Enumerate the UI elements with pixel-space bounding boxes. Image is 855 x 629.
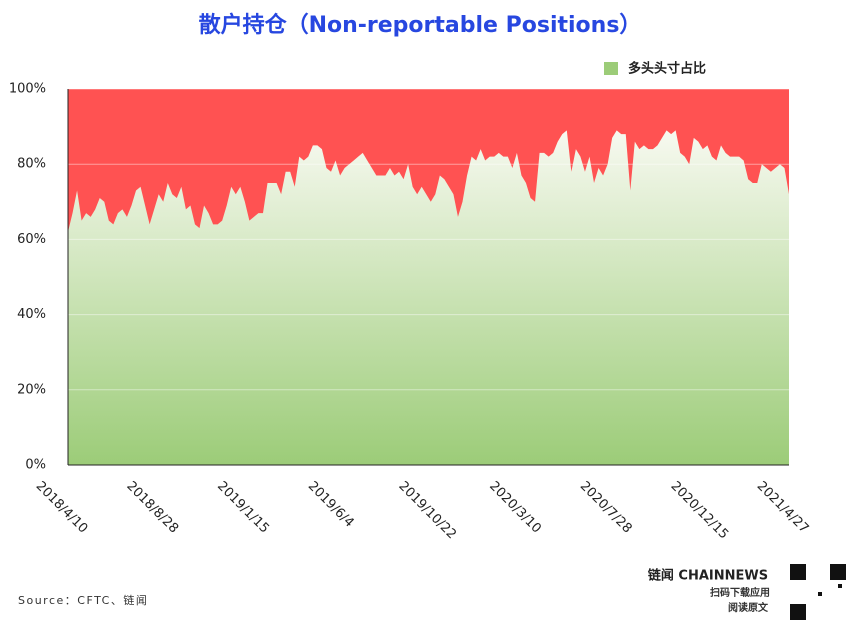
qr-cell: [794, 568, 798, 572]
qr-cell: [842, 564, 846, 568]
qr-cell: [794, 572, 798, 576]
qr-cell: [838, 584, 842, 588]
brand: 链闻 CHAINNEWS: [647, 568, 768, 584]
qr-cell: [790, 616, 794, 620]
legend-swatch: [604, 62, 618, 75]
qr-cell: [798, 608, 802, 612]
qr-cell: [818, 592, 822, 596]
qr-cell: [802, 616, 806, 620]
qr-cell: [834, 568, 838, 572]
x-tick-label: 2020/7/28: [577, 479, 635, 537]
qr-cell: [830, 572, 834, 576]
y-tick-label: 100%: [9, 82, 46, 97]
area: [68, 130, 789, 466]
qr-cell: [790, 608, 794, 612]
qr-cell: [838, 568, 842, 572]
x-tick-label: 2019/6/4: [305, 479, 357, 531]
qr-cell: [790, 564, 794, 568]
qr-cell: [794, 616, 798, 620]
qr-cell: [802, 564, 806, 568]
qr-cell: [802, 608, 806, 612]
qr-cell: [802, 572, 806, 576]
qr-cell: [798, 564, 802, 568]
x-tick-label: 2021/4/27: [754, 479, 812, 537]
brand-line: 阅读原文: [728, 601, 769, 614]
qr-cell: [798, 568, 802, 572]
qr-cell: [798, 612, 802, 616]
qr-cell: [802, 612, 806, 616]
qr-cell: [834, 564, 838, 568]
qr-cell: [802, 568, 806, 572]
qr-cell: [790, 576, 794, 580]
qr-cell: [798, 604, 802, 608]
qr-cell: [830, 576, 834, 580]
qr-cell: [838, 576, 842, 580]
y-tick-label: 80%: [17, 157, 46, 172]
qr-cell: [790, 572, 794, 576]
qr-cell: [838, 564, 842, 568]
qr-cell: [790, 568, 794, 572]
qr-cell: [842, 572, 846, 576]
y-tick-label: 20%: [17, 382, 46, 397]
qr-cell: [794, 604, 798, 608]
qr-cell: [834, 576, 838, 580]
qr-cell: [790, 612, 794, 616]
qr-cell: [794, 608, 798, 612]
qr-cell: [802, 576, 806, 580]
qr-cell: [842, 576, 846, 580]
qr-cell: [794, 576, 798, 580]
qr-cell: [794, 564, 798, 568]
qr-cell: [790, 604, 794, 608]
x-tick-label: 2020/3/10: [486, 479, 544, 537]
x-tick-label: 2018/4/10: [33, 479, 91, 537]
qr-cell: [830, 564, 834, 568]
y-tick-label: 0%: [25, 458, 46, 473]
source: Source：CFTC、链闻: [18, 593, 148, 607]
y-tick-label: 40%: [17, 307, 46, 322]
qr-cell: [842, 568, 846, 572]
qr-cell: [798, 572, 802, 576]
chart-title: 散户持仓（Non-reportable Positions）: [199, 12, 642, 38]
x-tick-label: 2019/1/15: [214, 479, 272, 537]
qr-code: [790, 564, 846, 620]
qr-cell: [834, 572, 838, 576]
qr-cell: [802, 604, 806, 608]
brand-line: 扫码下载应用: [710, 586, 770, 599]
qr-cell: [798, 616, 802, 620]
x-tick-label: 2018/8/28: [123, 479, 181, 537]
legend-label: 多头头寸占比: [628, 61, 706, 77]
x-tick-label: 2019/10/22: [395, 479, 459, 543]
qr-cell: [798, 576, 802, 580]
qr-cell: [838, 572, 842, 576]
y-tick-label: 60%: [17, 232, 46, 247]
qr-cell: [794, 612, 798, 616]
qr-cell: [830, 568, 834, 572]
x-tick-label: 2020/12/15: [668, 479, 732, 543]
